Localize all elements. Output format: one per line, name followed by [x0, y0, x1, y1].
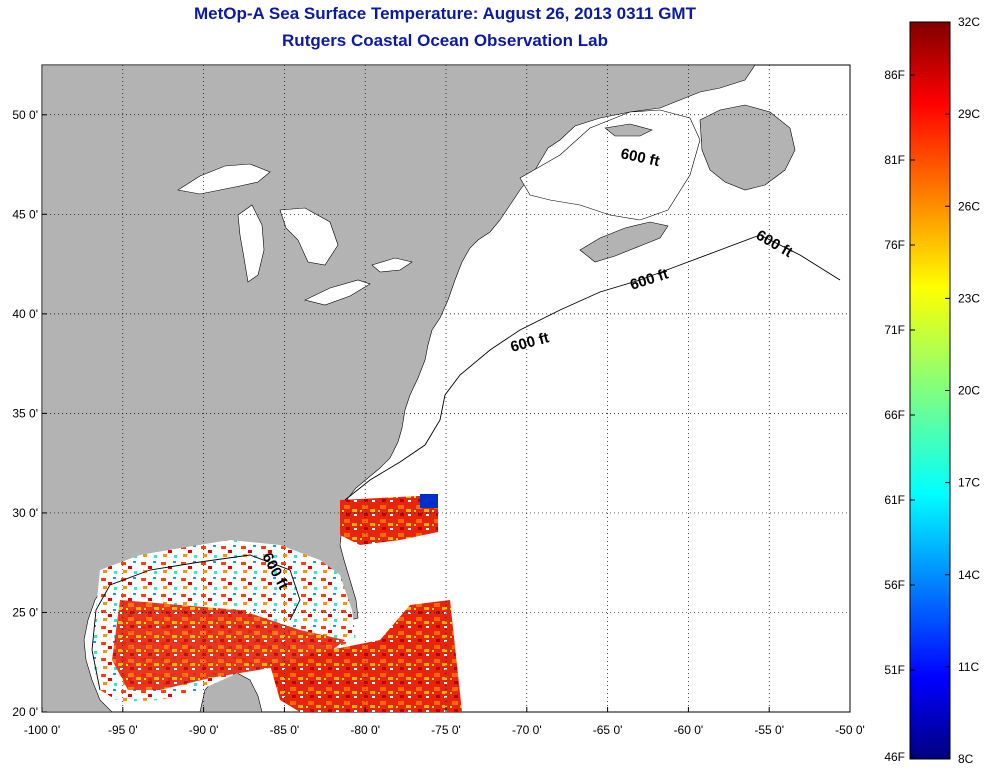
colorbar-label-f: 51F — [884, 663, 905, 677]
x-tick-label: -90 0' — [189, 723, 219, 737]
gulf-st-lawrence — [519, 109, 701, 221]
lake-michigan — [237, 204, 265, 283]
colorbar-label-f: 71F — [884, 323, 905, 337]
sst-swath-caribbean — [270, 600, 462, 712]
colorbar-label-f: 66F — [884, 408, 905, 422]
x-tick-label: -60 0' — [674, 723, 704, 737]
x-tick-label: -85 0' — [270, 723, 300, 737]
colorbar-label-f: 56F — [884, 578, 905, 592]
y-tick-label: 45 0' — [12, 207, 38, 221]
colorbar-label-c: 26C — [958, 199, 980, 213]
x-tick-label: -95 0' — [108, 723, 138, 737]
map-subtitle: Rutgers Coastal Ocean Observation Lab — [282, 31, 608, 50]
anticosti-island — [604, 123, 653, 137]
y-tick-label: 25 0' — [12, 605, 38, 619]
colorbar-label-f: 81F — [884, 153, 905, 167]
colorbar-label-c: 11C — [958, 660, 979, 674]
lake-erie — [304, 279, 371, 306]
sst-cold-patch — [420, 494, 438, 508]
colorbar-label-f: 46F — [884, 750, 905, 764]
map-grid — [42, 65, 850, 712]
land-nova-scotia — [579, 221, 669, 263]
x-tick-label: -65 0' — [593, 723, 623, 737]
colorbar-label-f: 61F — [884, 493, 905, 507]
x-tick-label: -100 0' — [24, 723, 60, 737]
lake-huron — [279, 207, 339, 266]
x-tick-label: -55 0' — [754, 723, 784, 737]
isobath-600ft — [344, 234, 841, 501]
x-tick-label: -70 0' — [512, 723, 542, 737]
x-tick-label: -80 0' — [350, 723, 380, 737]
map-title: MetOp-A Sea Surface Temperature: August … — [194, 4, 696, 23]
sst-swath-gulf-warm — [112, 600, 345, 690]
lake-ontario — [371, 257, 413, 273]
y-tick-label: 50 0' — [12, 108, 38, 122]
colorbar-gradient — [909, 21, 951, 760]
colorbar-label-f: 76F — [884, 238, 905, 252]
colorbar-label-c: 14C — [958, 568, 980, 582]
colorbar-label-c: 23C — [958, 291, 980, 305]
sst-swath-atlantic — [340, 495, 438, 545]
colorbar-label-f: 86F — [884, 68, 905, 82]
colorbar-label-c: 17C — [958, 476, 980, 490]
colorbar-label-c: 32C — [958, 15, 980, 29]
colorbar-label-c: 29C — [958, 107, 980, 121]
x-tick-label: -50 0' — [835, 723, 865, 737]
y-tick-label: 35 0' — [12, 406, 38, 420]
land-newfoundland — [699, 104, 796, 191]
lake-superior — [177, 163, 271, 195]
y-tick-label: 30 0' — [12, 506, 38, 520]
y-tick-label: 40 0' — [12, 307, 38, 321]
y-tick-label: 20 0' — [12, 705, 38, 719]
x-tick-label: -75 0' — [431, 723, 461, 737]
isobath-600ft-gulf — [91, 554, 301, 691]
colorbar-label-c: 20C — [958, 384, 980, 398]
colorbar-label-c: 8C — [958, 752, 974, 766]
